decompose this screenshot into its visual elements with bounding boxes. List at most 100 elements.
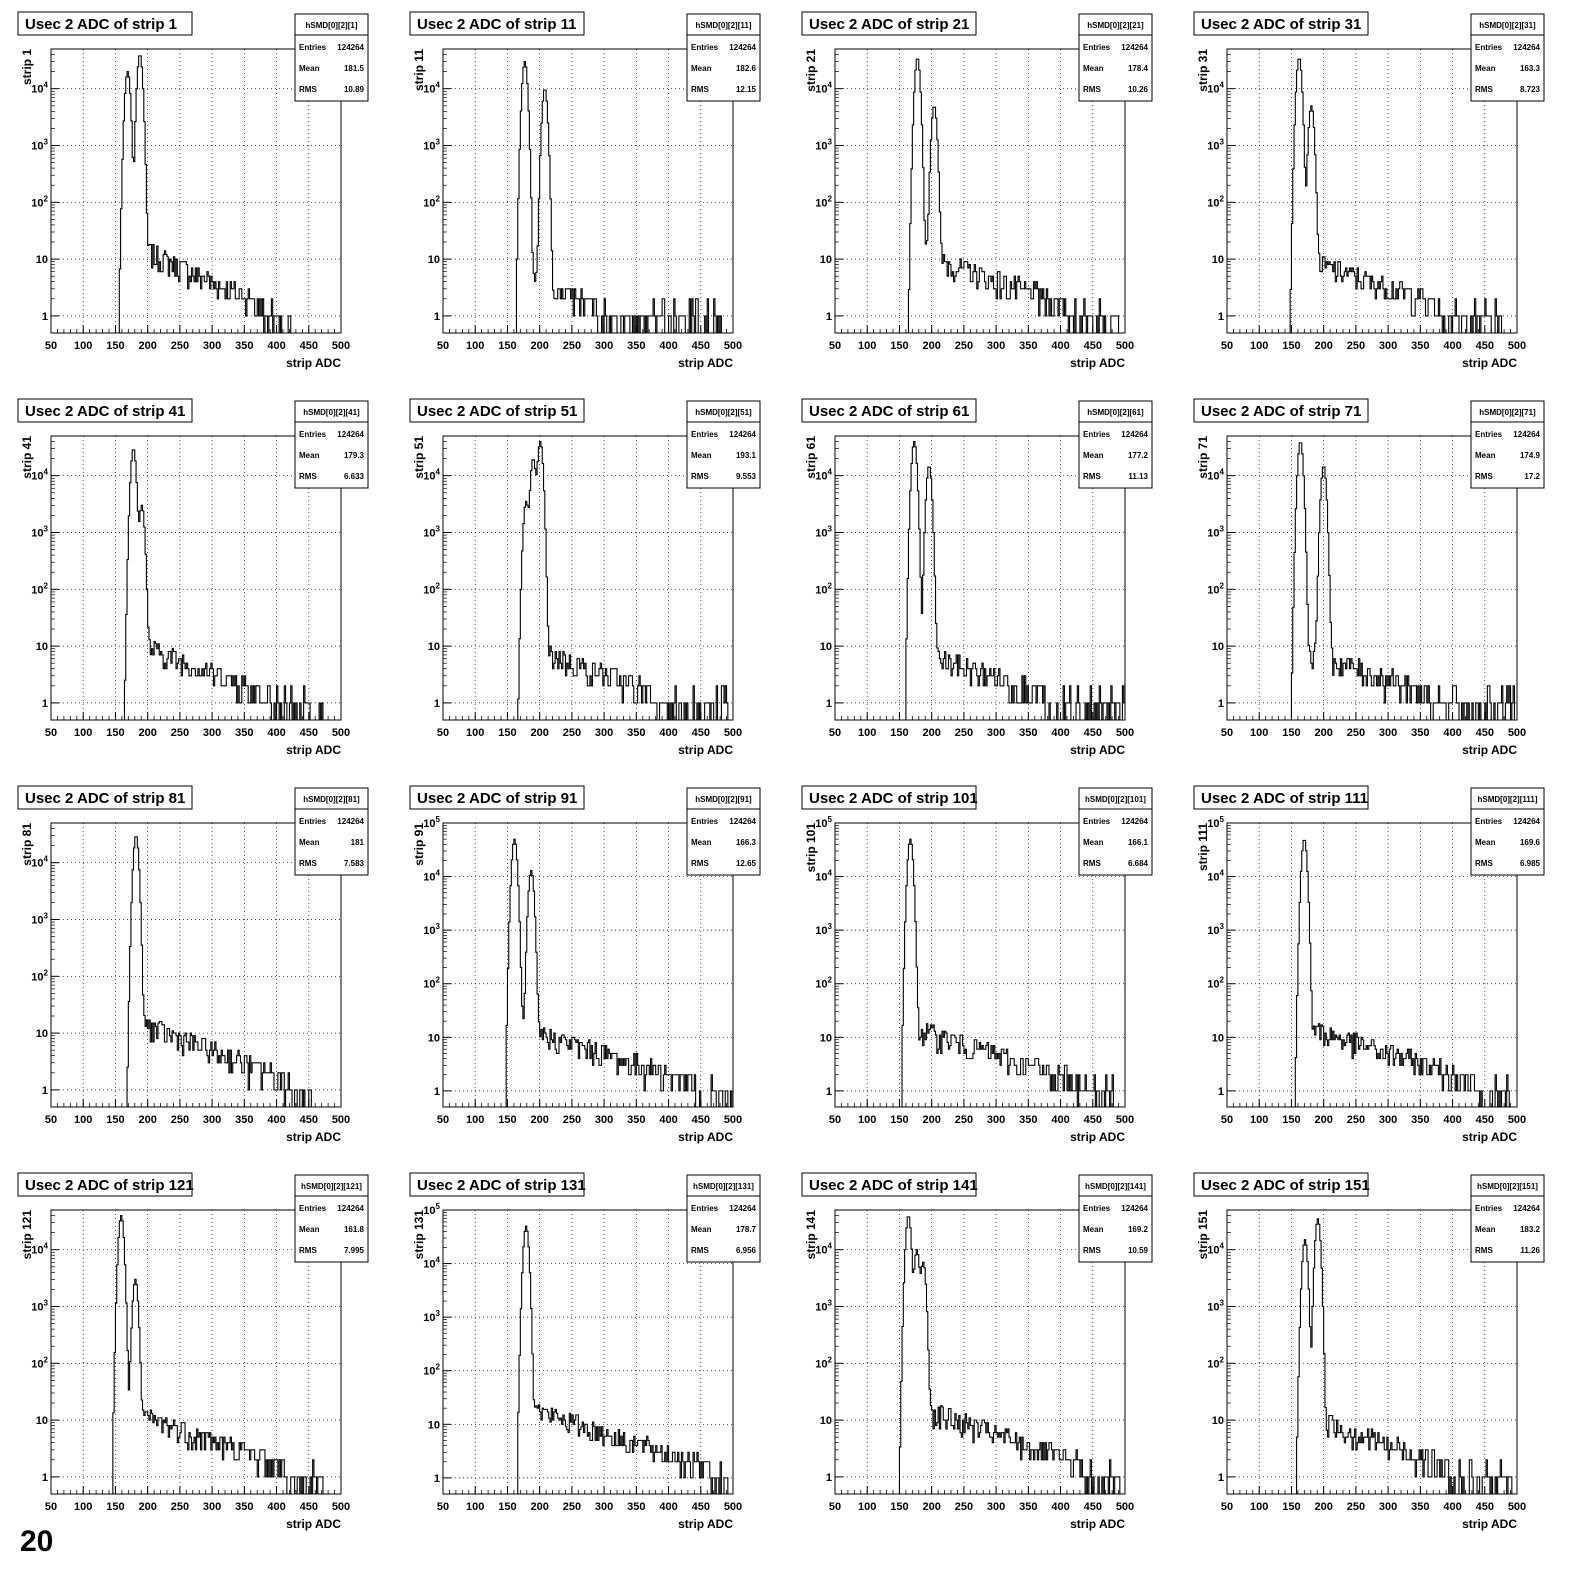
x-tick-label: 400: [267, 340, 285, 352]
y-tick-base: 10: [815, 925, 827, 937]
stats-name: hSMD[0][2][101]: [1085, 795, 1146, 804]
y-tick-label: 1: [826, 1086, 832, 1098]
y-axis-label: strip 61: [804, 436, 818, 479]
stats-name: hSMD[0][2][31]: [1479, 21, 1536, 30]
y-tick-label: 10: [1212, 1032, 1224, 1044]
y-tick-label: 104: [1207, 869, 1224, 884]
stats-value: 124264: [337, 817, 364, 826]
plot-frame: [1226, 1209, 1518, 1495]
x-tick-label: 50: [1221, 1114, 1233, 1126]
y-tick-base: 10: [815, 471, 827, 483]
x-tick-label: 450: [692, 1114, 710, 1126]
y-tick-base: 10: [31, 471, 43, 483]
stats-value: 193.1: [736, 451, 757, 460]
x-tick-label: 300: [987, 340, 1005, 352]
stats-label: RMS: [1475, 859, 1493, 868]
x-tick-label: 100: [1250, 340, 1268, 352]
x-tick-label: 150: [106, 1501, 124, 1513]
stats-box: hSMD[0][2][1] Entries 124264 Mean 181.5 RMS 10…: [294, 13, 369, 102]
y-tick-label: 1: [42, 1472, 48, 1484]
y-tick-base: 10: [31, 858, 43, 870]
y-tick-label: 102: [815, 976, 832, 991]
stats-value: 178.7: [736, 1225, 757, 1234]
x-tick-label: 400: [267, 1501, 285, 1513]
stats-value: 17.2: [1524, 472, 1540, 481]
y-tick-base: 10: [423, 584, 435, 596]
stats-label: Entries: [1475, 1204, 1503, 1213]
histogram-line: [443, 1225, 733, 1495]
y-tick-base: 10: [815, 979, 827, 991]
x-tick-label: 400: [267, 727, 285, 739]
y-tick-exponent: 5: [1220, 815, 1225, 824]
y-tick-base: 10: [1207, 1302, 1219, 1314]
stats-label: RMS: [1083, 859, 1101, 868]
stats-value: 163.3: [1520, 64, 1541, 73]
histogram-panel: 50 100 150 200 250 300 350 400 450 50011010210310…: [1193, 785, 1545, 1144]
y-tick-label: 103: [1207, 1299, 1224, 1314]
y-axis-label: strip 71: [1196, 436, 1210, 479]
stats-frame: [294, 13, 369, 102]
y-tick-base: 10: [815, 818, 827, 830]
x-axis-label: strip ADC: [1462, 1517, 1517, 1531]
title-text: Usec 2 ADC of strip 101: [809, 790, 978, 807]
x-axis-label: strip ADC: [286, 356, 341, 370]
y-tick-base: 10: [423, 528, 435, 540]
y-tick-base: 10: [31, 141, 43, 153]
x-tick-label: 300: [595, 1501, 613, 1513]
y-tick-exponent: 3: [1220, 525, 1225, 534]
stats-value: 169.6: [1520, 838, 1541, 847]
y-tick-label: 104: [423, 1256, 440, 1271]
y-tick-exponent: 2: [44, 194, 49, 203]
y-tick-label: 103: [1207, 922, 1224, 937]
x-tick-label: 200: [922, 340, 940, 352]
x-tick-label: 150: [106, 340, 124, 352]
stats-value: 124264: [337, 43, 364, 52]
x-tick-label: 500: [724, 727, 742, 739]
y-tick-base: 10: [1207, 872, 1219, 884]
histogram-panel: 50 100 150 200 250 300 350 400 450 50011010210310…: [1193, 1172, 1545, 1531]
x-axis-label: strip ADC: [1462, 743, 1517, 757]
y-tick-exponent: 2: [436, 194, 441, 203]
y-tick-label: 1: [434, 698, 440, 710]
y-tick-exponent: 4: [436, 468, 441, 477]
x-tick-label: 50: [1221, 340, 1233, 352]
x-tick-label: 250: [171, 727, 189, 739]
y-tick-label: 102: [423, 1363, 440, 1378]
stats-value: 177.2: [1128, 451, 1149, 460]
x-tick-label: 100: [466, 727, 484, 739]
x-tick-label: 350: [235, 340, 253, 352]
y-tick-label: 104: [423, 468, 440, 483]
x-tick-label: 400: [1443, 727, 1461, 739]
histogram-panel: 50 100 150 200 250 300 350 400 450 50011010210310…: [409, 1172, 761, 1531]
x-tick-label: 250: [1347, 727, 1365, 739]
stats-box: hSMD[0][2][141] Entries 124264 Mean 169.2 RMS…: [1078, 1174, 1153, 1263]
x-tick-label: 150: [106, 727, 124, 739]
stats-value: 124264: [1513, 43, 1540, 52]
x-tick-label: 400: [1051, 1501, 1069, 1513]
y-tick-label: 10: [36, 641, 48, 653]
y-tick-label: 105: [815, 815, 832, 830]
x-tick-label: 100: [74, 1114, 92, 1126]
y-tick-label: 10: [1212, 641, 1224, 653]
y-tick-label: 102: [31, 968, 48, 983]
stats-value: 166.1: [1128, 838, 1149, 847]
stats-label: RMS: [1475, 472, 1493, 481]
x-tick-label: 500: [1508, 1114, 1526, 1126]
plot-frame: [442, 435, 734, 721]
stats-frame: [1078, 13, 1153, 102]
y-tick-label: 104: [423, 81, 440, 96]
histogram-line: [51, 55, 341, 334]
x-axis-label: strip ADC: [1070, 1130, 1125, 1144]
x-tick-label: 450: [1084, 1501, 1102, 1513]
x-tick-label: 500: [1116, 1114, 1134, 1126]
stats-value: 6.684: [1128, 859, 1149, 868]
x-axis-label: strip ADC: [286, 1130, 341, 1144]
stats-value: 124264: [337, 1204, 364, 1213]
title-box: [801, 398, 977, 423]
y-tick-exponent: 2: [1220, 1355, 1225, 1364]
stats-value: 179.3: [344, 451, 365, 460]
y-tick-label: 103: [1207, 525, 1224, 540]
y-axis-label: strip 101: [804, 823, 818, 873]
y-tick-label: 103: [31, 138, 48, 153]
